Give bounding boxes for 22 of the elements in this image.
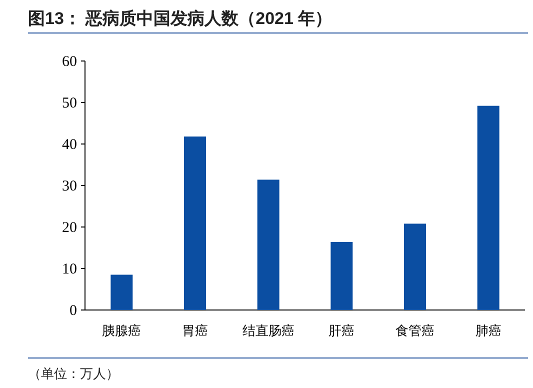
y-tick-label: 0	[70, 303, 77, 319]
y-tick-label: 20	[62, 220, 77, 236]
y-tick-label: 10	[62, 262, 77, 278]
x-tick-label: 胰腺癌	[102, 323, 142, 338]
x-tick-label: 食管癌	[396, 323, 434, 338]
x-tick-label: 胃癌	[182, 323, 208, 338]
bar	[477, 106, 500, 310]
x-tick-label: 肺癌	[475, 323, 502, 338]
bar	[404, 224, 426, 310]
y-tick-label: 50	[62, 96, 77, 112]
y-tick-label: 60	[62, 54, 77, 70]
x-tick-label: 结直肠癌	[242, 323, 294, 338]
text: （单位：万人）	[28, 366, 119, 381]
chart-title: 图13： 恶病质中国发病人数（2021 年）	[28, 9, 332, 28]
y-tick-label: 40	[62, 137, 77, 153]
y-tick-label: 30	[62, 178, 77, 194]
x-tick-label: 肝癌	[328, 323, 355, 338]
bar	[110, 274, 133, 310]
plot: 0 10 20 30 40 50 60 胰腺癌 胃癌 结直肠癌 肝癌 食管癌 肺癌	[62, 54, 526, 338]
bar	[330, 242, 353, 310]
bar	[184, 136, 206, 310]
bar	[257, 180, 280, 310]
